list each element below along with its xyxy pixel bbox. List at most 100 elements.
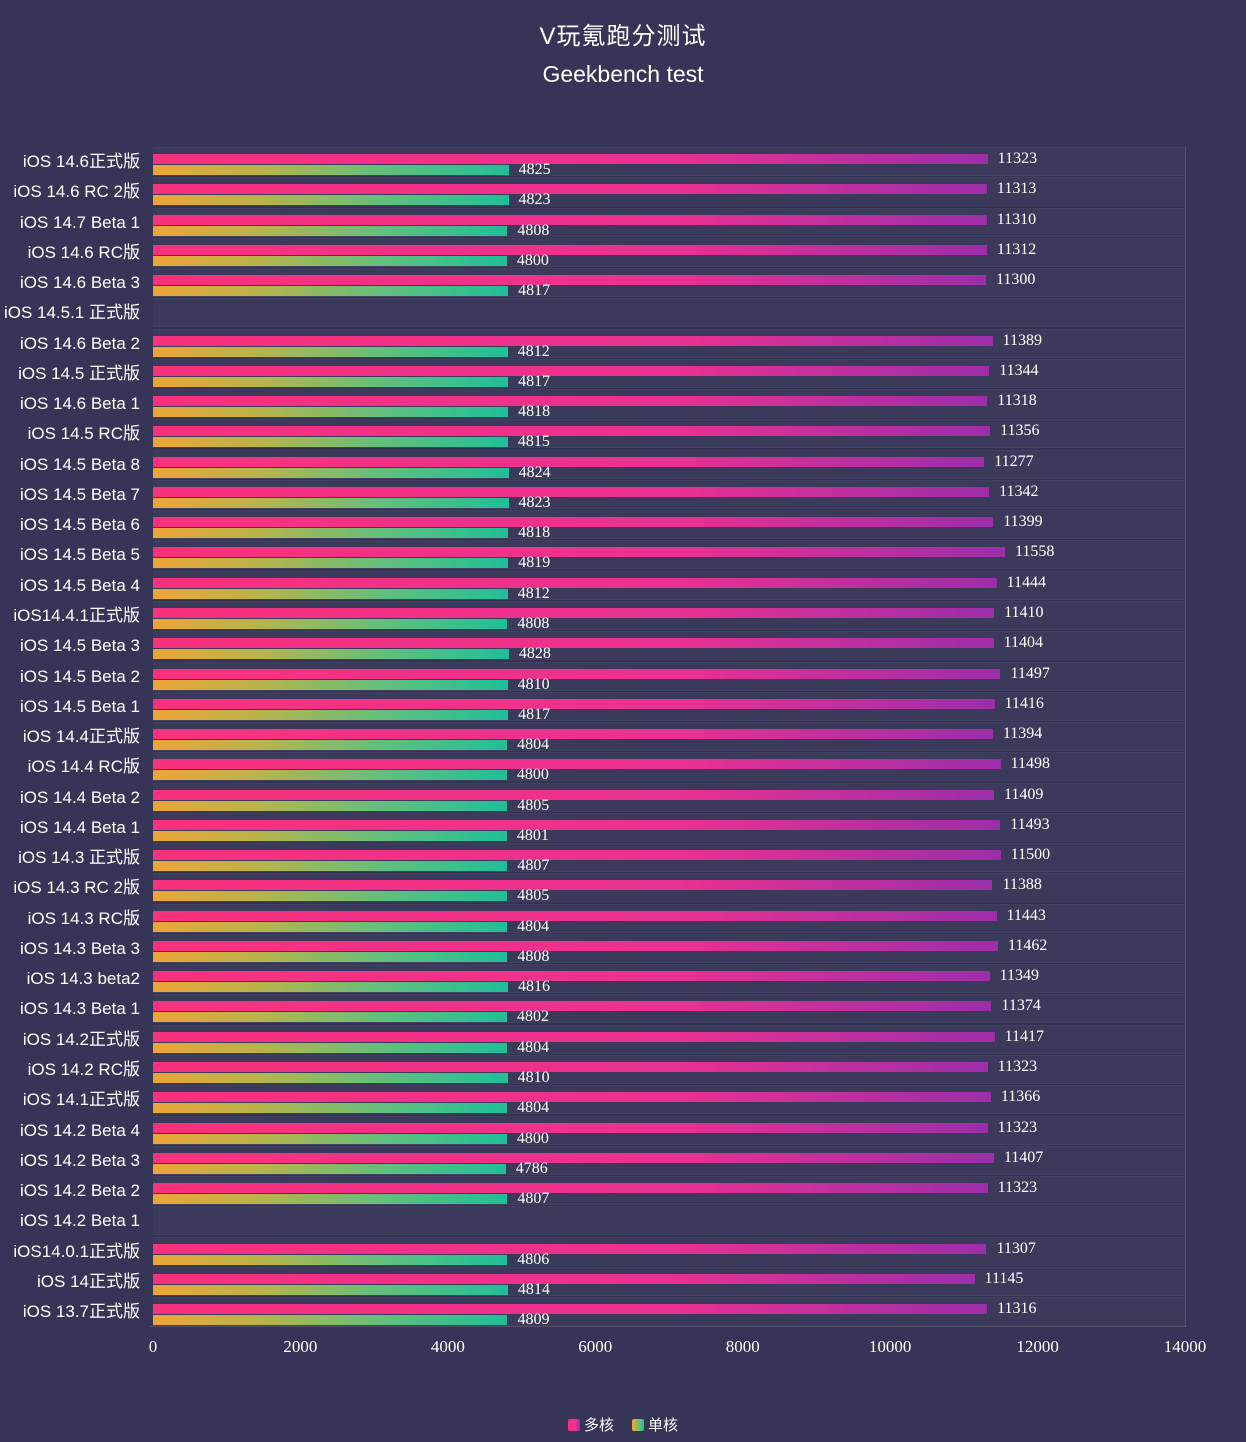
singlecore-bar: [153, 740, 508, 751]
category-label: iOS 14.3 Beta 1: [19, 999, 140, 1019]
multicore-value-label: 11493: [1010, 815, 1050, 833]
multicore-bar: [153, 275, 986, 286]
chart-row: iOS 14.2 Beta 2 11323 4807: [0, 1176, 1246, 1207]
row-plot: 11410 4808: [153, 600, 1185, 632]
singlecore-value-label: 4817: [518, 705, 551, 723]
singlecore-bar-line: 4800: [153, 767, 1185, 783]
category-label: iOS 14.2 Beta 2: [19, 1181, 140, 1201]
row-plot: 11374 4802: [153, 994, 1185, 1025]
chart-row: iOS 14.6 RC版 11312 4800: [0, 237, 1246, 269]
chart-row: iOS 14.2 Beta 3 11407 4786: [0, 1145, 1246, 1176]
singlecore-bar-line: 4817: [153, 283, 1185, 299]
row-plot: 11409 4805: [153, 782, 1185, 813]
multicore-value-label: 11389: [1002, 331, 1042, 349]
singlecore-bar-line: 4818: [153, 404, 1185, 420]
multicore-bar: [153, 547, 1005, 558]
singlecore-bar-line: 4812: [153, 343, 1185, 359]
row-plot: 11399 4818: [153, 510, 1185, 541]
row-plot: 11318 4818: [153, 389, 1185, 420]
multicore-value-label: 11313: [996, 180, 1037, 198]
singlecore-value-label: 4823: [518, 191, 551, 209]
singlecore-value-label: 4823: [518, 493, 551, 511]
multicore-value-label: 11399: [1003, 513, 1043, 531]
singlecore-bar: [153, 770, 507, 781]
chart-row: iOS 14.3 Beta 1 11374 4802: [0, 994, 1246, 1025]
category-label: iOS 14.5.1 正式版: [3, 303, 140, 323]
multicore-bar-line: 11399: [153, 513, 1185, 531]
singlecore-bar-line: 4809: [153, 1312, 1185, 1328]
multicore-bar: [153, 577, 997, 588]
multicore-value-label: 11356: [1000, 422, 1040, 440]
chart-subtitle: Geekbench test: [542, 61, 704, 87]
singlecore-bar: [153, 1012, 507, 1023]
multicore-bar-line: 11493: [153, 815, 1185, 833]
multicore-bar-line: 11500: [153, 847, 1185, 863]
multicore-bar-line: 11307: [153, 1240, 1185, 1256]
chart-row: iOS 14.2 RC版 11323 4810: [0, 1054, 1246, 1085]
singlecore-value-label: 4825: [518, 161, 551, 178]
row-plot: 11323 4825: [153, 147, 1185, 178]
chart-row: iOS 13.7正式版 11316 4809: [0, 1297, 1246, 1328]
singlecore-bar: [153, 225, 508, 236]
singlecore-value-label: 4808: [517, 614, 550, 632]
category-label: iOS 13.7正式版: [22, 1302, 140, 1322]
multicore-value-label: 11558: [1014, 543, 1055, 561]
chart-row: iOS 14.5 Beta 6 11399 4818: [0, 510, 1246, 541]
singlecore-bar: [153, 1163, 506, 1174]
category-label: iOS 14.7 Beta 1: [19, 212, 140, 232]
multicore-bar-line: 11323: [153, 1179, 1185, 1197]
category-label: iOS 14.5 Beta 8: [19, 454, 140, 474]
singlecore-bar: [153, 1133, 507, 1144]
multicore-value-label: 11312: [996, 240, 1037, 258]
singlecore-bar: [153, 407, 509, 418]
singlecore-bar: [153, 861, 508, 872]
multicore-bar: [153, 1061, 988, 1072]
category-label: iOS 14.4 Beta 2: [19, 787, 140, 807]
singlecore-bar: [153, 1254, 508, 1265]
row-plot: 11404 4828: [153, 631, 1185, 662]
multicore-value-label: 11323: [997, 1179, 1038, 1197]
singlecore-bar-line: 4800: [153, 1130, 1185, 1146]
multicore-bar-line: 11404: [153, 635, 1185, 651]
row-plot: 11497 4810: [153, 661, 1185, 692]
multicore-bar: [153, 365, 990, 376]
singlecore-bar-line: 4801: [153, 827, 1185, 843]
singlecore-bar: [153, 528, 509, 539]
multicore-value-label: 11316: [997, 1300, 1037, 1318]
category-label: iOS 14.1正式版: [22, 1090, 140, 1110]
singlecore-bar-line: 4800: [153, 251, 1185, 269]
row-plot: 11498 4800: [153, 752, 1185, 783]
legend-item-singlecore[interactable]: 单核: [632, 1414, 678, 1435]
legend-item-multicore[interactable]: 多核: [567, 1414, 614, 1435]
row-plot: 11443 4804: [153, 903, 1185, 934]
singlecore-bar-line: 4810: [153, 676, 1185, 692]
chart-row: iOS 14.1正式版 11366 4804: [0, 1085, 1246, 1116]
x-axis-tick-label: 4000: [430, 1337, 465, 1356]
singlecore-bar: [153, 558, 509, 569]
singlecore-bar: [153, 921, 508, 932]
chart-row: iOS 14.6 RC 2版 11313 4823: [0, 177, 1246, 209]
multicore-bar-line: 11349: [153, 968, 1185, 984]
multicore-bar: [153, 456, 985, 467]
singlecore-bar-line: 4804: [153, 1100, 1185, 1116]
multicore-bar: [153, 729, 993, 740]
multicore-value-label: 11310: [996, 210, 1037, 228]
singlecore-bar-line: 4808: [153, 222, 1185, 238]
multicore-bar: [153, 426, 991, 437]
multicore-bar-line: 11145: [153, 1270, 1185, 1286]
chart-row: iOS 14.5 Beta 3 11404 4828: [0, 631, 1246, 662]
singlecore-value-label: 4812: [517, 584, 550, 602]
category-label: iOS 14.5 Beta 7: [19, 484, 140, 504]
multicore-bar: [153, 910, 997, 921]
multicore-value-label: 11462: [1007, 936, 1048, 954]
multicore-bar-line: 11462: [153, 936, 1185, 954]
singlecore-bar: [153, 195, 509, 206]
singlecore-value-label: 4800: [516, 251, 549, 269]
category-label: iOS 14.6 RC 2版: [13, 182, 140, 202]
multicore-value-label: 11300: [995, 271, 1036, 289]
chart-row: iOS 14.7 Beta 1 11310 4808: [0, 207, 1246, 238]
multicore-value-label: 11323: [997, 1118, 1038, 1136]
singlecore-bar: [153, 800, 508, 811]
chart-row: iOS 14.6 Beta 1 11318 4818: [0, 389, 1246, 420]
singlecore-bar: [153, 497, 509, 508]
